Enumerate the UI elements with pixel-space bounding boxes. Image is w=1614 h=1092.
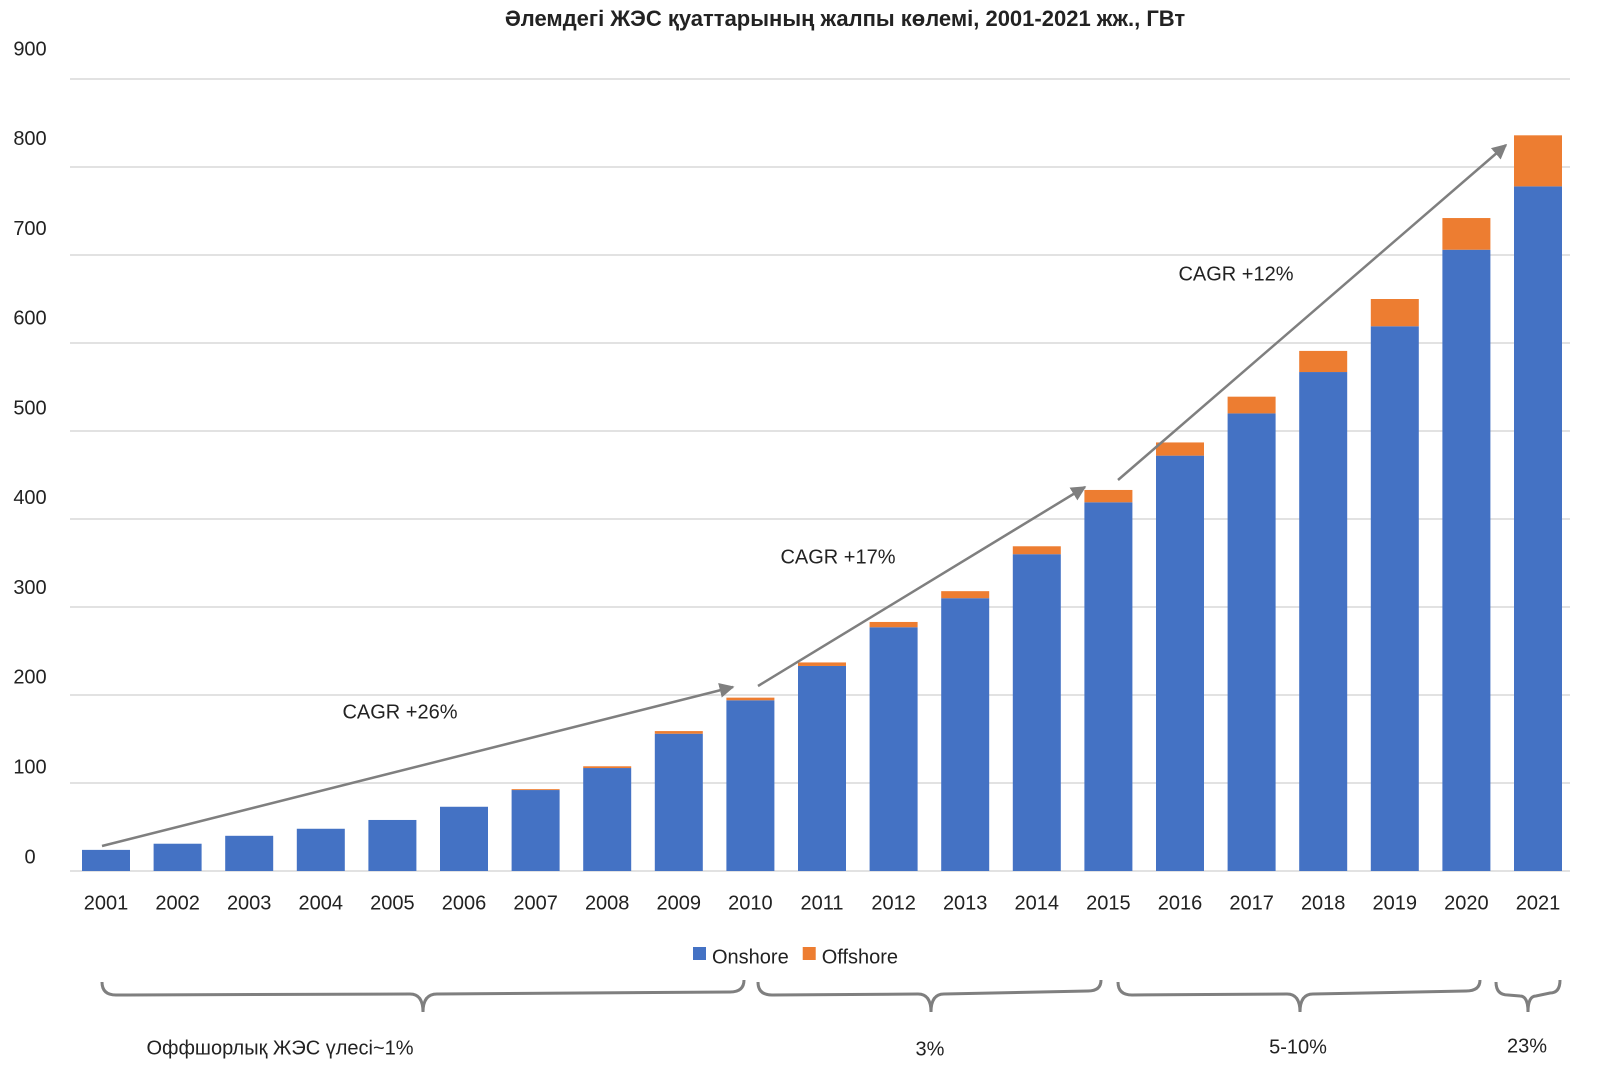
bracket [1116, 979, 1482, 1013]
bar-segment [440, 806, 488, 871]
x-tick-label: 2013 [943, 892, 988, 914]
arrow [757, 485, 1087, 688]
x-tick-label: 2007 [513, 892, 558, 914]
annotation: CAGR +26% [342, 701, 457, 723]
chart-title: Әлемдегі ЖЭС қуаттарының жалпы көлемі, 2… [505, 6, 1186, 31]
x-tick-label: 2017 [1229, 892, 1274, 914]
bracket [1494, 979, 1562, 1013]
bar-segment [1370, 299, 1419, 327]
y-tick-label: 500 [13, 397, 46, 419]
bar-segment [1084, 489, 1133, 503]
legend-label: Offshore [822, 946, 898, 968]
bar-segment [1299, 350, 1348, 373]
bar-segment [1299, 372, 1348, 871]
bar-segment [153, 843, 202, 871]
bar-segment [583, 768, 632, 871]
legend-swatch [693, 947, 706, 960]
bar-segment [296, 828, 345, 871]
x-tick-label: 2021 [1516, 892, 1561, 914]
x-tick-label: 2010 [728, 892, 773, 914]
bar-segment [1012, 546, 1061, 555]
bar-segment [1442, 249, 1491, 872]
bar-segment [798, 662, 846, 666]
x-tick-label: 2012 [871, 892, 916, 914]
bar-segment [511, 789, 560, 791]
bracket [756, 979, 1103, 1013]
y-tick-label: 600 [13, 308, 46, 330]
x-tick-label: 2016 [1158, 892, 1203, 914]
x-tick-label: 2008 [585, 892, 630, 914]
legend-label: Onshore [712, 946, 789, 968]
x-tick-label: 2014 [1015, 892, 1060, 914]
x-tick-label: 2015 [1086, 892, 1131, 914]
bar-segment [583, 766, 632, 769]
x-tick-label: 2002 [155, 892, 200, 914]
bar-segment [654, 733, 703, 871]
bar-segment [726, 700, 775, 871]
annotation: CAGR +17% [780, 546, 895, 568]
share-label: 5-10% [1269, 1036, 1327, 1058]
bar-segment [82, 849, 130, 871]
bar-segment [869, 627, 918, 871]
x-tick-label: 2020 [1444, 892, 1489, 914]
bar-segment [941, 591, 990, 599]
x-tick-label: 2004 [299, 892, 344, 914]
bar-segment [869, 621, 918, 628]
share-label: 3% [916, 1038, 945, 1060]
y-tick-label: 900 [13, 38, 46, 60]
bar-segment [1227, 413, 1276, 871]
x-tick-label: 2003 [227, 892, 272, 914]
bar-segment [798, 665, 846, 871]
share-label: 23% [1507, 1035, 1547, 1057]
x-tick-label: 2005 [370, 892, 415, 914]
bar-segment [1084, 502, 1133, 871]
y-tick-label: 200 [13, 667, 46, 689]
share-label: Оффшорлық ЖЭС үлесі~1% [146, 1037, 413, 1059]
bar-segment [1442, 218, 1491, 250]
arrow [1117, 144, 1508, 481]
legend-swatch [802, 947, 816, 960]
bar-segment [1227, 396, 1276, 414]
y-tick-label: 300 [13, 577, 46, 599]
bar-segment [726, 697, 775, 701]
bar-segment [511, 790, 560, 871]
arrow [101, 683, 735, 848]
x-tick-label: 2001 [84, 892, 129, 914]
y-tick-label: 400 [13, 487, 46, 509]
x-tick-label: 2009 [657, 892, 702, 914]
annotation: CAGR +12% [1178, 263, 1293, 285]
bar-segment [1012, 554, 1061, 871]
y-tick-label: 0 [24, 846, 35, 868]
bar-segment [1156, 455, 1204, 871]
bar-segment [1514, 186, 1562, 872]
bar-segment [1370, 326, 1419, 871]
bar-segment [1514, 135, 1562, 187]
x-tick-label: 2006 [442, 892, 487, 914]
bar-segment [1156, 442, 1204, 456]
bar-segment [368, 819, 417, 871]
bracket [100, 979, 746, 1013]
x-tick-label: 2019 [1373, 892, 1418, 914]
y-tick-label: 800 [13, 128, 46, 150]
bar-segment [654, 731, 703, 734]
x-tick-label: 2011 [800, 892, 843, 914]
bar-segment [225, 835, 274, 871]
x-tick-label: 2018 [1301, 892, 1346, 914]
y-tick-label: 700 [13, 218, 46, 240]
y-tick-label: 100 [13, 757, 46, 779]
bar-segment [941, 598, 990, 871]
